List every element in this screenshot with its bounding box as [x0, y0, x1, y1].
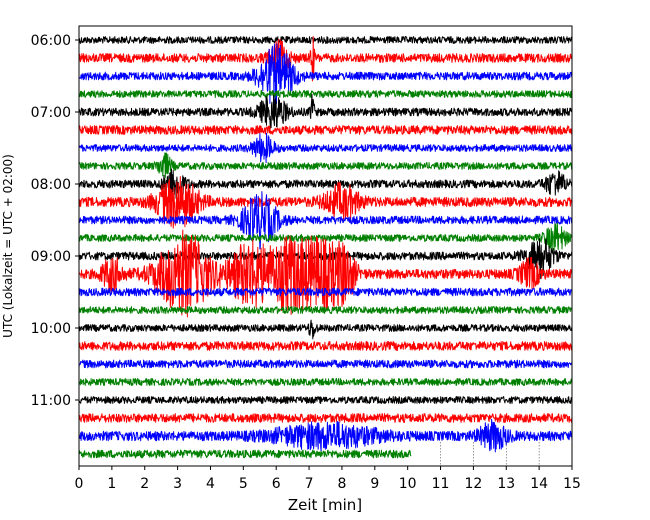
y-axis-label: UTC (Lokalzeit = UTC + 02:00)	[1, 154, 15, 338]
x-tick-label: 4	[206, 476, 215, 492]
trace-0815	[79, 176, 572, 229]
x-tick-label: 14	[530, 476, 548, 492]
x-tick-label: 15	[563, 476, 581, 492]
trace-0700	[79, 94, 572, 129]
x-tick-label: 9	[370, 476, 379, 492]
x-tick-label: 0	[75, 476, 84, 492]
trace-1015	[79, 341, 572, 351]
trace-0915	[79, 229, 572, 318]
y-tick-label: 08:00	[31, 177, 71, 193]
trace-0830	[79, 191, 572, 250]
y-tick-label: 11:00	[31, 393, 71, 409]
trace-0745	[79, 152, 572, 179]
trace-0600	[79, 36, 572, 44]
trace-0730	[79, 132, 572, 164]
trace-1045	[79, 378, 572, 386]
trace-1145	[79, 449, 412, 459]
x-tick-label: 6	[272, 476, 281, 492]
x-tick-label: 12	[464, 476, 482, 492]
trace-1100	[79, 396, 572, 404]
trace-0715	[79, 125, 572, 135]
y-tick-label: 06:00	[31, 33, 71, 49]
trace-1000	[79, 319, 572, 340]
y-tick-label: 09:00	[31, 249, 71, 265]
trace-1030	[79, 359, 572, 369]
trace-0945	[79, 306, 572, 314]
data-gap-markers	[440, 442, 540, 466]
y-axis-ticks: 06:00 07:00 08:00 09:00 10:00 11:00	[31, 33, 79, 409]
trace-0615	[79, 36, 572, 82]
trace-layer	[79, 36, 572, 459]
y-tick-label: 10:00	[31, 321, 71, 337]
x-tick-label: 7	[305, 476, 314, 492]
y-tick-label: 07:00	[31, 105, 71, 121]
x-axis-ticks: 0 1 2 3 4 5 6 7 8 9 10 11 12 13 14 15	[75, 466, 581, 492]
x-tick-label: 8	[337, 476, 346, 492]
trace-0630	[79, 43, 572, 106]
x-tick-label: 11	[432, 476, 450, 492]
x-tick-label: 1	[107, 476, 116, 492]
trace-0645	[79, 90, 572, 98]
x-tick-label: 13	[497, 476, 515, 492]
trace-1130	[79, 418, 572, 453]
x-tick-label: 10	[399, 476, 417, 492]
trace-0930	[79, 287, 572, 297]
x-tick-label: 5	[239, 476, 248, 492]
trace-0800	[79, 168, 572, 201]
x-tick-label: 3	[173, 476, 182, 492]
x-tick-label: 2	[140, 476, 149, 492]
trace-1115	[79, 413, 572, 423]
plot-frame	[78, 25, 573, 467]
x-axis-label: Zeit [min]	[288, 496, 362, 514]
